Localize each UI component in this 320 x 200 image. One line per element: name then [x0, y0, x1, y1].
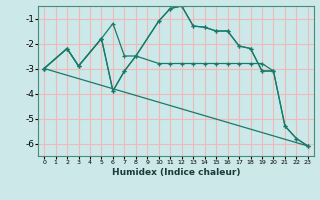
X-axis label: Humidex (Indice chaleur): Humidex (Indice chaleur) — [112, 168, 240, 177]
